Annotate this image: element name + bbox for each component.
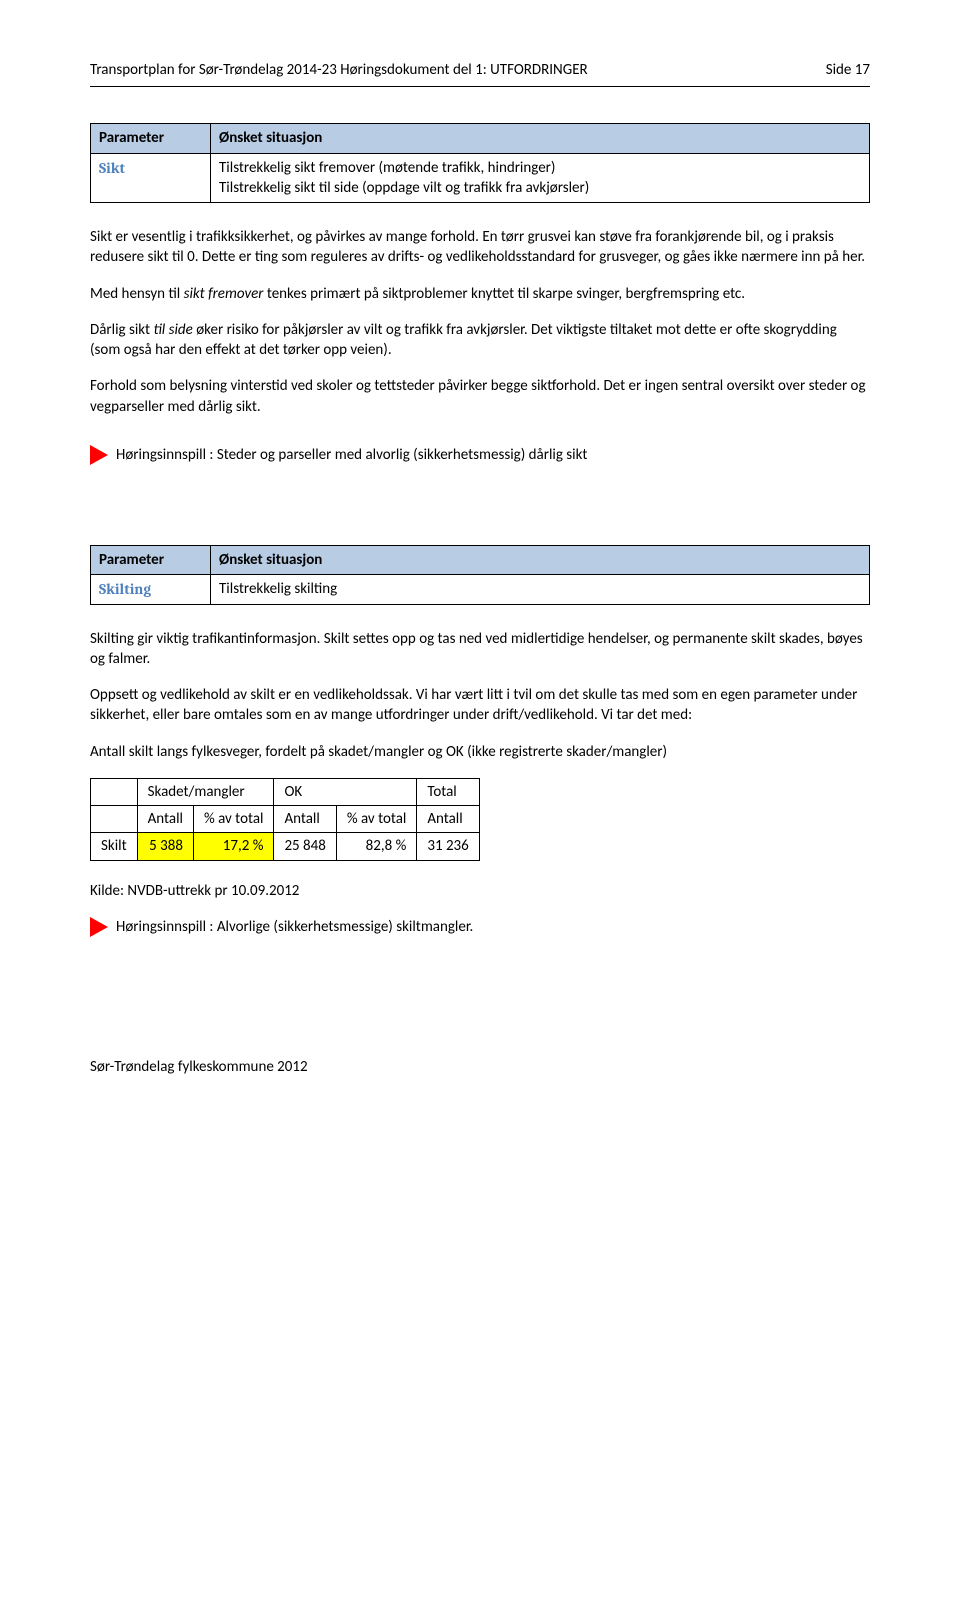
- skilt-data-table: Skadet/mangler OK Total Antall % av tota…: [90, 778, 480, 861]
- cell-sm-n: 5 388: [137, 833, 193, 860]
- param-skilting: Skilting: [91, 575, 211, 604]
- header-left: Transportplan for Sør-Trøndelag 2014-23 …: [90, 60, 588, 80]
- parameter-table-skilting: Parameter Ønsket situasjon Skilting Tils…: [90, 545, 870, 605]
- page-header: Transportplan for Sør-Trøndelag 2014-23 …: [90, 60, 870, 80]
- cell-total: 31 236: [417, 833, 479, 860]
- text: Dårlig sikt: [90, 321, 153, 339]
- col-parameter: Parameter: [91, 124, 211, 153]
- cell-ok-p: 82,8 %: [336, 833, 416, 860]
- page-footer: Sør-Trøndelag fylkeskommune 2012: [90, 1057, 870, 1077]
- col-situasjon: Ønsket situasjon: [211, 124, 870, 153]
- col-skadet: Skadet/mangler: [137, 778, 274, 805]
- col-total: Total: [417, 778, 479, 805]
- paragraph: Skilting gir viktig trafikantinformasjon…: [90, 629, 870, 670]
- triangle-icon: [90, 445, 108, 465]
- paragraph: Antall skilt langs fylkesveger, fordelt …: [90, 742, 870, 762]
- kilde: Kilde: NVDB-uttrekk pr 10.09.2012: [90, 881, 870, 901]
- paragraph: Oppsett og vedlikehold av skilt er en ve…: [90, 685, 870, 726]
- col-parameter: Parameter: [91, 546, 211, 575]
- sub-pct: % av total: [193, 806, 273, 833]
- text: tenkes primært på siktproblemer knyttet …: [263, 285, 745, 303]
- parameter-table-sikt: Parameter Ønsket situasjon Sikt Tilstrek…: [90, 123, 870, 203]
- col-situasjon: Ønsket situasjon: [211, 546, 870, 575]
- horingsinnspill-line: Høringsinnspill : Alvorlige (sikkerhetsm…: [90, 917, 870, 937]
- sub-antall: Antall: [417, 806, 479, 833]
- paragraph: Med hensyn til sikt fremover tenkes prim…: [90, 284, 870, 304]
- paragraph: Sikt er vesentlig i trafikksikkerhet, og…: [90, 227, 870, 268]
- header-right: Side 17: [826, 60, 870, 80]
- text-italic: sikt fremover: [184, 285, 264, 303]
- empty-cell: [91, 778, 138, 805]
- paragraph: Dårlig sikt til side øker risiko for påk…: [90, 320, 870, 361]
- col-ok: OK: [274, 778, 417, 805]
- cell-ok-n: 25 848: [274, 833, 336, 860]
- horingsinnspill-text: Høringsinnspill : Alvorlige (sikkerhetsm…: [116, 917, 473, 937]
- triangle-icon: [90, 917, 108, 937]
- text-italic: til side: [153, 321, 192, 339]
- horingsinnspill-text: Høringsinnspill : Steder og parseller me…: [116, 445, 587, 465]
- sub-pct: % av total: [336, 806, 416, 833]
- text: øker risiko for påkjørsler av vilt og tr…: [90, 321, 837, 359]
- row-label: Skilt: [91, 833, 138, 860]
- param-sikt-desc: Tilstrekkelig sikt fremover (møtende tra…: [211, 153, 870, 203]
- empty-cell: [91, 806, 138, 833]
- param-skilting-desc: Tilstrekkelig skilting: [211, 575, 870, 604]
- paragraph: Forhold som belysning vinterstid ved sko…: [90, 376, 870, 417]
- text: Med hensyn til: [90, 285, 184, 303]
- horingsinnspill-line: Høringsinnspill : Steder og parseller me…: [90, 445, 870, 465]
- sub-antall: Antall: [137, 806, 193, 833]
- header-divider: [90, 86, 870, 87]
- sub-antall: Antall: [274, 806, 336, 833]
- cell-sm-p: 17,2 %: [193, 833, 273, 860]
- param-sikt: Sikt: [91, 153, 211, 203]
